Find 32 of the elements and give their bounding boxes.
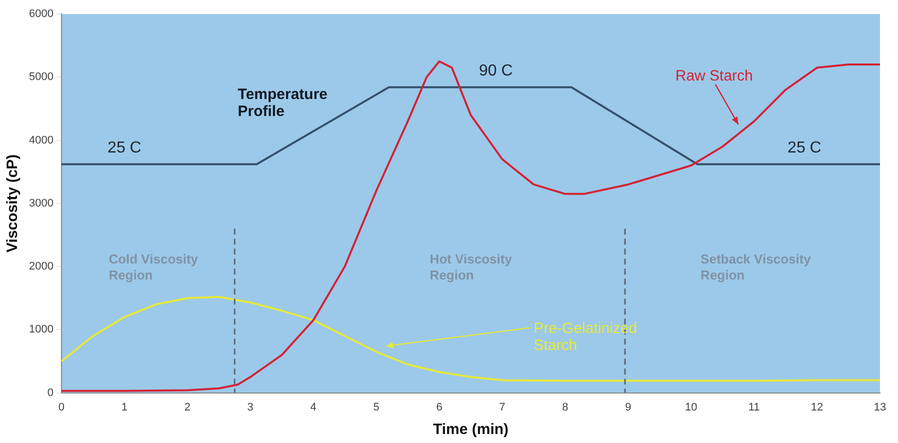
- annotation: Cold Viscosity Region: [108, 251, 199, 282]
- y-axis-title: Viscosity (cP): [4, 154, 22, 252]
- y-tick-label: 2000: [28, 260, 54, 273]
- x-tick-label: 12: [810, 401, 824, 414]
- x-tick-label: 11: [748, 401, 760, 414]
- x-tick-label: 8: [562, 401, 568, 414]
- x-tick-label: 6: [436, 401, 442, 414]
- x-tick-label: 10: [684, 401, 698, 414]
- annotation: 90 C: [479, 62, 513, 80]
- annotation: 25 C: [788, 140, 822, 157]
- x-tick-label: 3: [247, 401, 254, 414]
- x-tick-label: 9: [625, 401, 632, 414]
- y-tick-label: 4000: [28, 134, 54, 146]
- y-tick-label: 1000: [28, 324, 54, 336]
- series-label: Raw Starch: [675, 67, 753, 84]
- annotation: 25 C: [108, 140, 142, 157]
- annotation: Hot Viscosity Region: [430, 251, 513, 282]
- x-axis-title: Time (min): [432, 421, 509, 438]
- y-tick-label: 0: [47, 386, 54, 399]
- x-tick-label: 1: [121, 401, 128, 414]
- annotation: Setback Viscosity Region: [700, 251, 812, 282]
- x-tick-label: 5: [373, 401, 380, 414]
- x-tick-label: 0: [58, 401, 65, 414]
- x-tick-label: 2: [184, 401, 190, 414]
- x-tick-label: 4: [310, 401, 316, 414]
- series-label: Pre-Gelatinized Starch: [534, 320, 638, 354]
- series-label: Temperature Profile: [238, 86, 328, 120]
- x-tick-label: 13: [874, 401, 886, 414]
- x-tick-label: 7: [499, 401, 506, 414]
- y-tick-label: 6000: [28, 8, 54, 20]
- y-tick-label: 3000: [28, 197, 54, 210]
- y-tick-label: 5000: [28, 71, 54, 84]
